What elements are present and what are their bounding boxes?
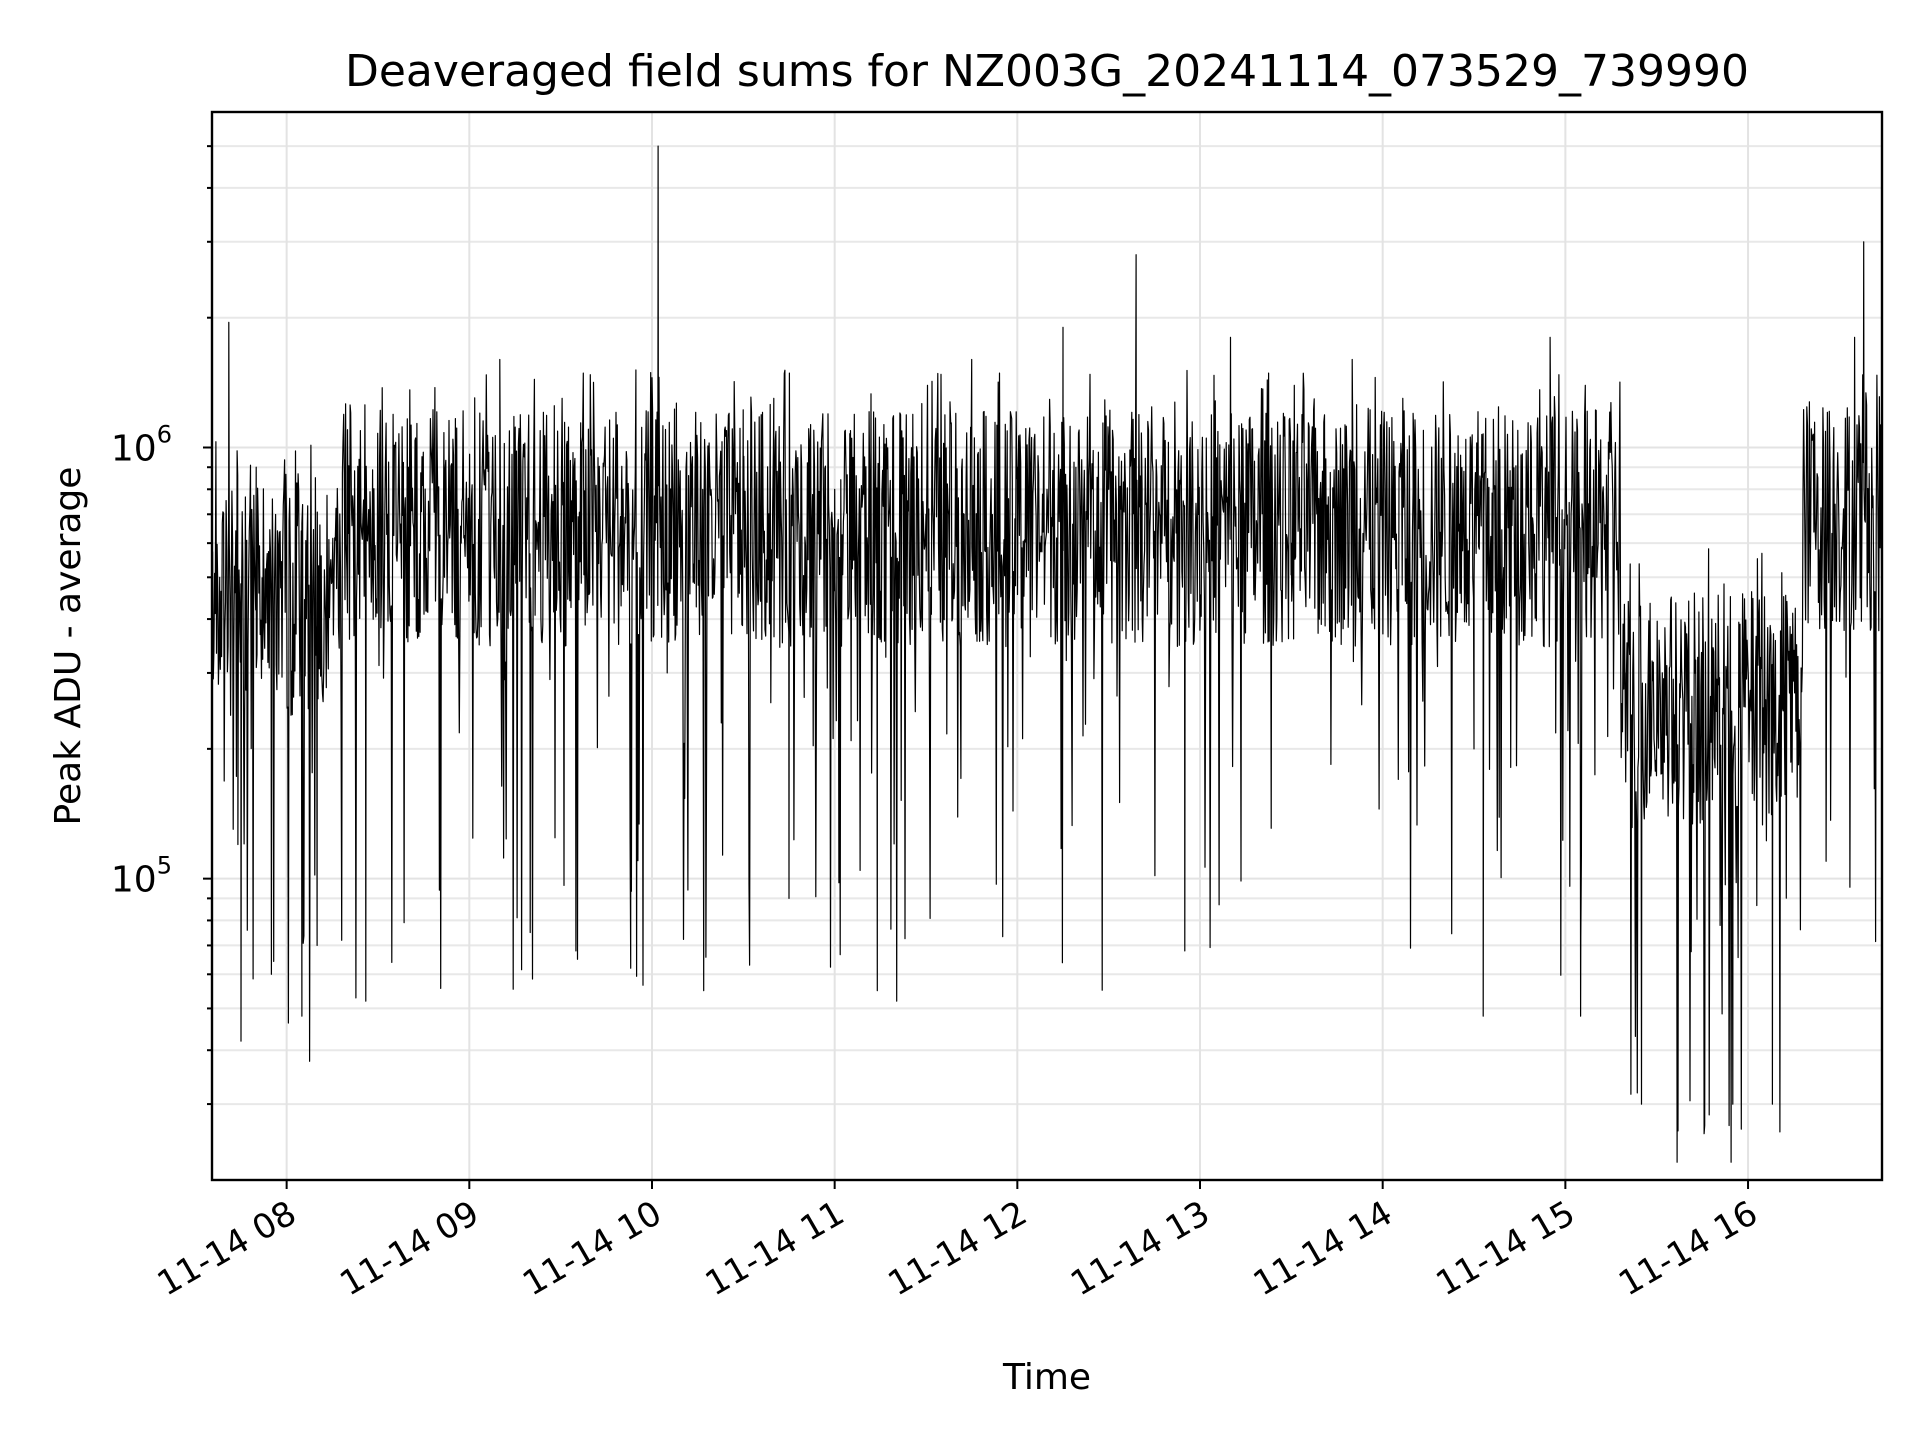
y-axis: 105 106 xyxy=(111,145,212,1106)
y-tick-label: 105 xyxy=(111,852,172,901)
x-axis-label: Time xyxy=(1002,1357,1091,1398)
chart-title: Deaveraged field sums for NZ003G_2024111… xyxy=(345,46,1749,97)
y-tick-label: 106 xyxy=(111,420,172,469)
y-axis-label: Peak ADU - average xyxy=(48,467,89,826)
plot-frame xyxy=(210,110,1884,1182)
series-layer xyxy=(211,145,1883,1163)
series-line xyxy=(211,145,1883,1163)
